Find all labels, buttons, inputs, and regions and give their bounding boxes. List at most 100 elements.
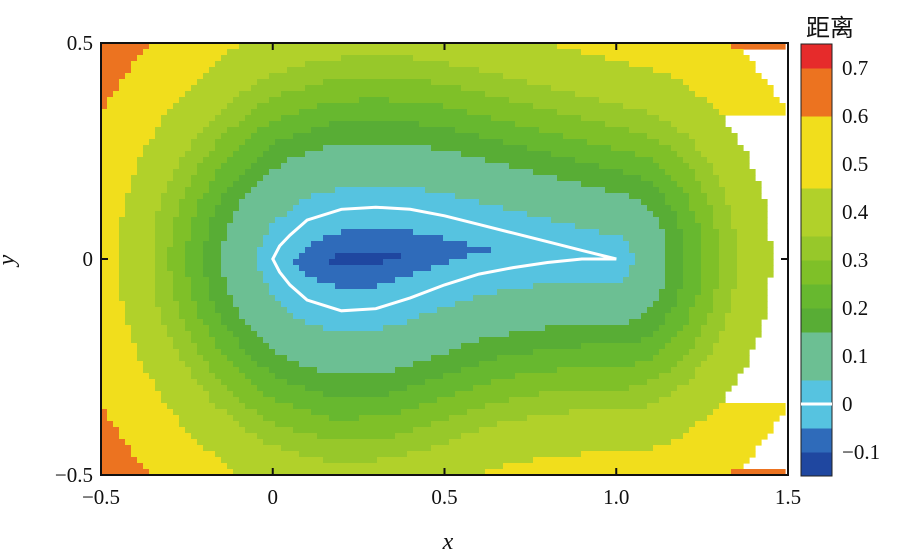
- contour-cell: [335, 187, 426, 194]
- contour-cell: [683, 325, 702, 332]
- y-tick-label: 0: [83, 247, 94, 271]
- contour-cell: [329, 415, 360, 422]
- contour-cell: [443, 373, 516, 380]
- contour-cell: [179, 421, 240, 428]
- contour-cell: [245, 193, 312, 200]
- contour-cell: [479, 337, 642, 344]
- contour-cell: [119, 229, 156, 236]
- contour-cell: [245, 403, 294, 410]
- contour-cell: [227, 235, 264, 242]
- contour-cell: [185, 151, 210, 158]
- contour-cell: [263, 337, 480, 344]
- contour-cell: [197, 133, 222, 140]
- colorbar-band: [801, 44, 832, 69]
- contour-cell: [197, 307, 216, 314]
- contour-cell: [263, 271, 306, 278]
- contour-cell: [479, 427, 690, 434]
- contour-cell: [257, 361, 300, 368]
- contour-cell: [611, 145, 672, 152]
- contour-cell: [155, 127, 204, 134]
- contour-cell: [719, 175, 756, 182]
- colorbar-band: [801, 260, 832, 285]
- contour-cell: [275, 421, 432, 428]
- contour-cell: [377, 457, 534, 464]
- contour-cell: [707, 415, 780, 422]
- contour-cell: [311, 127, 456, 134]
- contour-cell: [119, 265, 156, 272]
- contour-cell: [689, 199, 708, 206]
- contour-cell: [155, 235, 174, 242]
- contour-cell: [155, 265, 168, 272]
- contour-cell: [461, 433, 684, 440]
- contour-cell: [299, 361, 414, 368]
- contour-cell: [683, 241, 702, 248]
- y-tick-label: −0.5: [55, 463, 93, 487]
- contour-cell: [215, 343, 240, 350]
- contour-cell: [101, 151, 144, 158]
- contour-cell: [203, 271, 222, 278]
- contour-cell: [227, 229, 270, 236]
- contour-cell: [191, 175, 216, 182]
- contour-cell: [701, 253, 720, 260]
- contour-cell: [581, 451, 756, 458]
- contour-cell: [161, 205, 180, 212]
- contour-cell: [131, 181, 168, 188]
- contour-cell: [461, 343, 582, 350]
- contour-cell: [239, 307, 288, 314]
- contour-cell: [119, 295, 156, 302]
- contour-cell: [689, 349, 714, 356]
- contour-cell: [527, 211, 654, 218]
- contour-cell: [191, 85, 252, 92]
- contour-cell: [185, 193, 204, 200]
- contour-cell: [731, 217, 768, 224]
- colorbar-border: [800, 43, 833, 477]
- contour-cell: [215, 145, 240, 152]
- contour-cell: [407, 385, 474, 392]
- contour-cell: [719, 259, 738, 266]
- contour-cell: [233, 361, 258, 368]
- contour-cell: [101, 451, 132, 458]
- contour-cell: [137, 163, 180, 170]
- contour-cell: [479, 67, 654, 74]
- contour-cell: [203, 157, 228, 164]
- contour-cell: [737, 235, 768, 242]
- contour-cell: [731, 295, 768, 302]
- contour-cell: [227, 325, 252, 332]
- y-tick-label: 0.5: [67, 31, 93, 55]
- contour-cell: [185, 253, 204, 260]
- contour-cell: [101, 283, 120, 290]
- contour-cell: [467, 241, 630, 248]
- contour-cell: [209, 223, 228, 230]
- contour-cell: [257, 253, 300, 260]
- contour-cell: [227, 385, 258, 392]
- contour-cell: [431, 355, 498, 362]
- contour-cell: [221, 271, 264, 278]
- contour-cell: [173, 271, 186, 278]
- contour-cell: [491, 115, 582, 122]
- colorbar-band: [801, 332, 832, 357]
- contour-cell: [647, 379, 690, 386]
- contour-cell: [737, 271, 774, 278]
- contour-cell: [143, 361, 186, 368]
- contour-cell: [185, 247, 204, 254]
- contour-cell: [683, 271, 702, 278]
- contour-cell: [605, 121, 672, 128]
- contour-cell: [689, 313, 708, 320]
- contour-cell: [623, 169, 666, 176]
- contour-cell: [527, 145, 612, 152]
- contour-cell: [125, 73, 204, 80]
- contour-cell: [101, 187, 132, 194]
- colorbar-band: [801, 188, 832, 213]
- contour-cell: [239, 397, 276, 404]
- contour-cell: [293, 403, 420, 410]
- contour-cell: [659, 373, 696, 380]
- contour-cell: [203, 355, 228, 362]
- contour-cell: [239, 199, 300, 206]
- contour-cell: [575, 91, 696, 98]
- contour-cell: [179, 157, 204, 164]
- contour-cell: [299, 199, 480, 206]
- contour-cell: [719, 265, 738, 272]
- contour-cell: [119, 427, 186, 434]
- contour-cell: [653, 157, 684, 164]
- contour-cell: [203, 247, 222, 254]
